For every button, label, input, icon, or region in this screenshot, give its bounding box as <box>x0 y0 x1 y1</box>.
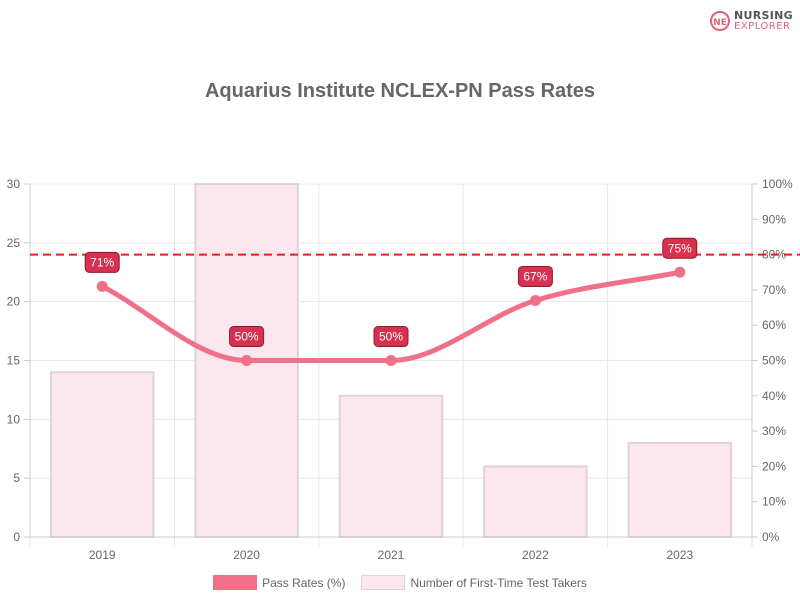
data-label-2019: 71% <box>84 251 120 273</box>
y-left-tick-label: 30 <box>7 177 21 191</box>
legend-item-test-takers[interactable]: Number of First-Time Test Takers <box>361 575 587 590</box>
y-right-tick-label: 100% <box>762 177 793 191</box>
y-left-tick-label: 5 <box>13 471 20 485</box>
svg-text:NE: NE <box>713 18 727 28</box>
x-tick-label: 2021 <box>378 548 405 562</box>
x-tick-label: 2020 <box>233 548 260 562</box>
brand-logo: NE NURSING EXPLORER <box>710 10 795 34</box>
pass-rate-point-2023[interactable] <box>674 266 686 278</box>
data-label-2020: 50% <box>229 326 265 347</box>
data-label-box <box>229 326 265 347</box>
x-tick-label: 2023 <box>666 548 693 562</box>
legend-swatch-bar <box>361 575 406 590</box>
data-label-2022: 67% <box>517 265 553 287</box>
y-left-tick-label: 20 <box>7 295 21 309</box>
brand-name-line1: NURSING <box>734 9 793 22</box>
data-label-box <box>662 237 698 259</box>
bar-2019[interactable] <box>49 371 155 538</box>
x-tick-label: 2022 <box>522 548 549 562</box>
data-label-box <box>373 326 409 347</box>
y-right-tick-label: 70% <box>762 283 786 297</box>
data-label-text: 50% <box>379 330 403 344</box>
data-label-text: 50% <box>235 330 259 344</box>
pass-rate-point-2020[interactable] <box>241 355 253 366</box>
bar-2023[interactable] <box>627 441 733 538</box>
y-left-tick-label: 0 <box>13 530 20 544</box>
y-right-tick-label: 60% <box>762 318 786 332</box>
data-label-text: 75% <box>668 241 692 255</box>
y-right-tick-label: 0% <box>762 530 780 544</box>
y-right-tick-label: 30% <box>762 424 786 438</box>
y-left-tick-label: 25 <box>7 236 21 250</box>
legend-item-pass-rates[interactable]: Pass Rates (%) <box>213 575 345 590</box>
brand-name-line2: EXPLORER <box>734 21 791 32</box>
bar-2022[interactable] <box>483 465 588 538</box>
bar-2021[interactable] <box>338 394 444 538</box>
pass-rate-point-2021[interactable] <box>385 355 397 366</box>
y-left-tick-label: 15 <box>7 354 21 368</box>
legend: Pass Rates (%) Number of First-Time Test… <box>0 575 800 590</box>
y-right-tick-label: 90% <box>762 212 786 226</box>
pass-rate-point-2019[interactable] <box>96 280 108 292</box>
legend-swatch-line <box>213 575 258 590</box>
y-right-tick-label: 50% <box>762 354 786 368</box>
x-tick-label: 2019 <box>89 548 116 562</box>
legend-label: Number of First-Time Test Takers <box>410 575 587 590</box>
chart-title: Aquarius Institute NCLEX-PN Pass Rates <box>204 80 596 102</box>
data-label-2021: 50% <box>373 326 409 347</box>
y-right-tick-label: 40% <box>762 389 786 403</box>
y-right-tick-label: 10% <box>762 495 786 509</box>
data-label-2023: 75% <box>662 237 698 259</box>
data-label-text: 67% <box>523 269 547 283</box>
brand-mark-icon: NE <box>710 11 730 31</box>
pass-rate-point-2022[interactable] <box>529 294 541 306</box>
data-label-text: 71% <box>90 255 114 269</box>
y-right-tick-label: 20% <box>762 459 786 473</box>
legend-label: Pass Rates (%) <box>262 575 346 590</box>
data-label-box <box>517 265 553 287</box>
pass-rate-line <box>99 269 683 364</box>
y-left-tick-label: 10 <box>7 412 21 426</box>
data-label-box <box>84 251 120 273</box>
